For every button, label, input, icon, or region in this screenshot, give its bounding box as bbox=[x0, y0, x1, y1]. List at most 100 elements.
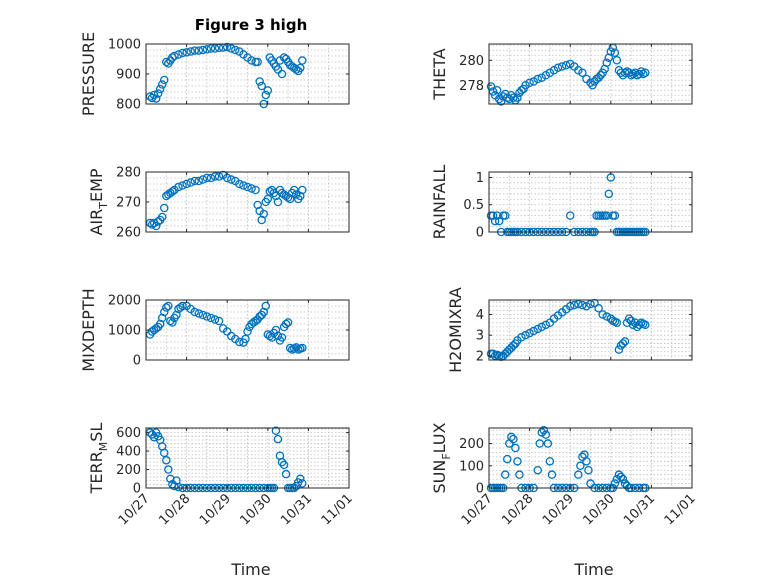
data-point bbox=[610, 48, 620, 58]
data-point bbox=[614, 345, 624, 354]
subplot-1: 800 900 1000 PRESSURE bbox=[79, 32, 350, 116]
data-point bbox=[296, 63, 305, 73]
data-point bbox=[178, 301, 187, 311]
subplot-5: 0 1000 2000 MIXDEPTH bbox=[79, 288, 350, 372]
y-axis-label: RAINFALL bbox=[430, 165, 449, 240]
axes-background bbox=[145, 427, 350, 489]
data-point bbox=[525, 328, 534, 338]
data-point bbox=[285, 343, 295, 353]
data-point bbox=[492, 86, 502, 95]
data-point bbox=[565, 211, 575, 220]
x-tick-label: 10/28 bbox=[156, 491, 193, 528]
data-point bbox=[162, 57, 171, 67]
data-point bbox=[267, 333, 277, 342]
data-point bbox=[503, 454, 512, 464]
data-point bbox=[576, 461, 585, 471]
data-point bbox=[610, 211, 620, 220]
y-tick-label: 200 bbox=[116, 463, 141, 478]
data-point bbox=[160, 307, 169, 317]
data-point bbox=[515, 470, 524, 479]
axes-background bbox=[488, 299, 693, 361]
data-point bbox=[164, 301, 173, 311]
data-point bbox=[582, 301, 591, 311]
data-point bbox=[277, 333, 287, 342]
data-point bbox=[202, 173, 212, 183]
axes-frame bbox=[488, 171, 693, 233]
data-point bbox=[166, 474, 175, 484]
data-point bbox=[273, 197, 283, 207]
data-point bbox=[630, 68, 640, 78]
data-point bbox=[296, 474, 305, 484]
data-point bbox=[281, 319, 291, 329]
data-series bbox=[145, 301, 307, 354]
data-point bbox=[517, 332, 526, 342]
y-tick-label: 1000 bbox=[108, 324, 141, 339]
y-tick-label: 2 bbox=[476, 349, 484, 364]
data-point bbox=[584, 465, 593, 475]
data-point bbox=[263, 86, 273, 95]
data-point bbox=[202, 312, 212, 321]
y-axis-label: H2OMIXRA bbox=[446, 287, 465, 373]
data-point bbox=[535, 439, 545, 448]
data-point bbox=[251, 185, 260, 195]
x-tick-label: 10/29 bbox=[197, 491, 234, 528]
x-axis-label-left: Time bbox=[230, 560, 270, 579]
data-point bbox=[210, 315, 220, 324]
y-tick-label: 1000 bbox=[108, 38, 141, 53]
data-point bbox=[539, 425, 549, 435]
data-point bbox=[594, 304, 603, 313]
y-tick-label: 0 bbox=[133, 482, 141, 497]
data-point bbox=[533, 324, 542, 334]
grid-lines bbox=[146, 172, 349, 232]
data-point bbox=[259, 209, 268, 219]
data-point bbox=[231, 45, 240, 55]
data-point bbox=[168, 187, 177, 196]
axes-frame bbox=[488, 43, 693, 105]
x-tick-label: 10/31 bbox=[621, 491, 658, 528]
data-point bbox=[639, 69, 648, 79]
data-series bbox=[145, 42, 307, 109]
data-point bbox=[616, 472, 626, 482]
data-point bbox=[624, 68, 634, 78]
data-point bbox=[247, 184, 256, 193]
data-point bbox=[533, 465, 542, 475]
x-tick-label: 10/30 bbox=[581, 491, 618, 528]
x-tick-label: 11/01 bbox=[662, 491, 699, 528]
data-point bbox=[160, 203, 169, 213]
data-point bbox=[602, 211, 611, 220]
data-point bbox=[543, 439, 553, 448]
data-point bbox=[541, 320, 551, 330]
x-tick-label: 10/29 bbox=[540, 491, 577, 528]
data-series bbox=[486, 298, 650, 362]
data-point bbox=[509, 341, 518, 350]
data-point bbox=[210, 172, 220, 181]
data-point bbox=[170, 51, 179, 61]
data-point bbox=[243, 327, 252, 336]
grid-lines bbox=[489, 300, 692, 360]
data-point bbox=[561, 61, 571, 70]
data-point bbox=[198, 175, 208, 184]
data-point bbox=[634, 69, 644, 79]
data-point bbox=[557, 62, 567, 71]
data-point bbox=[157, 212, 167, 222]
x-axis-label-right: Time bbox=[573, 560, 613, 579]
data-point bbox=[604, 189, 614, 199]
subplot-7: 0 200 400 600 10/27 10/28 10/29 10/30 10/31 11/01… bbox=[87, 423, 356, 529]
grid-lines bbox=[489, 172, 692, 232]
y-axis-label: PRESSURE bbox=[79, 32, 98, 116]
data-point bbox=[618, 474, 628, 484]
data-point bbox=[574, 470, 583, 479]
data-point bbox=[265, 187, 275, 196]
data-point bbox=[298, 343, 307, 353]
y-tick-label: 3 bbox=[476, 329, 484, 344]
data-point bbox=[630, 318, 640, 328]
data-point bbox=[298, 479, 307, 488]
y-axis-label: SUNFLUX bbox=[430, 422, 453, 493]
y-tick-label: 0 bbox=[133, 354, 141, 369]
data-point bbox=[194, 176, 204, 186]
subplot-6: 2 3 4 H2OMIXRA bbox=[446, 287, 693, 373]
data-point bbox=[273, 434, 283, 444]
data-point bbox=[574, 299, 583, 309]
data-point bbox=[178, 48, 187, 58]
